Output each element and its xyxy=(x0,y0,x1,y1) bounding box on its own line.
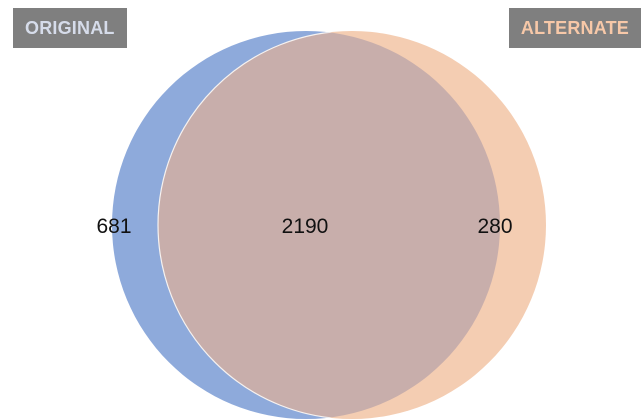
overlap-count: 2190 xyxy=(282,215,329,238)
original-set-label: ORIGINAL xyxy=(13,8,127,48)
overlap-region xyxy=(158,31,500,419)
alternate-set-label: ALTERNATE xyxy=(508,8,641,48)
original-only-count: 681 xyxy=(96,215,131,238)
alternate-only-count: 280 xyxy=(477,215,512,238)
overlap-outline-right xyxy=(157,31,500,419)
